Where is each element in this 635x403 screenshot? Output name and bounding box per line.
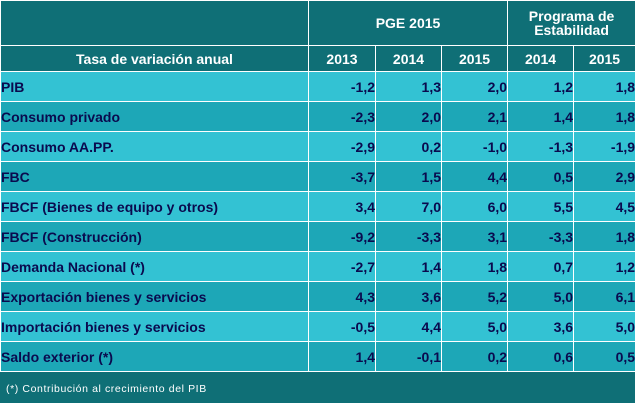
row-value: 5,0 bbox=[573, 311, 635, 342]
header-group-pge: PGE 2015 bbox=[307, 0, 509, 46]
row-value: 1,4 bbox=[507, 101, 575, 132]
table-row: PIB -1,2 1,3 2,0 1,2 1,8 bbox=[0, 71, 635, 102]
row-value: 1,3 bbox=[375, 71, 442, 102]
header-group-programa: Programa de Estabilidad bbox=[507, 0, 635, 46]
row-value: 4,3 bbox=[308, 281, 376, 312]
row-value: 3,1 bbox=[440, 221, 509, 252]
header-group-pge-label: PGE 2015 bbox=[375, 15, 441, 31]
row-value: 4,4 bbox=[440, 161, 509, 192]
row-value: 6,0 bbox=[440, 191, 509, 222]
row-value: 1,8 bbox=[440, 251, 509, 282]
row-value: 7,0 bbox=[375, 191, 442, 222]
row-label: Importación bienes y servicios bbox=[0, 311, 309, 342]
table-header: PGE 2015 Programa de Estabilidad Tasa de… bbox=[0, 0, 635, 72]
row-value: 0,7 bbox=[507, 251, 575, 282]
header-empty-cell bbox=[0, 0, 309, 46]
row-value: -1,0 bbox=[440, 131, 509, 162]
row-label: Consumo AA.PP. bbox=[0, 131, 309, 162]
row-value: 1,4 bbox=[375, 251, 442, 282]
row-value: 0,5 bbox=[573, 341, 635, 372]
row-value: 4,5 bbox=[573, 191, 635, 222]
row-value: 1,8 bbox=[573, 221, 635, 252]
header-year: 2015 bbox=[573, 45, 635, 72]
header-year: 2013 bbox=[308, 45, 376, 72]
row-value: 0,5 bbox=[507, 161, 575, 192]
header-row-title: Tasa de variación anual bbox=[0, 45, 309, 72]
row-value: -2,3 bbox=[308, 101, 376, 132]
table-row: Importación bienes y servicios -0,5 4,4 … bbox=[0, 311, 635, 342]
table-body: PIB -1,2 1,3 2,0 1,2 1,8 Consumo privado… bbox=[0, 71, 635, 372]
row-label: FBC bbox=[0, 161, 309, 192]
header-row-years: Tasa de variación anual 2013 2014 2015 2… bbox=[0, 45, 635, 72]
table-row: FBC -3,7 1,5 4,4 0,5 2,9 bbox=[0, 161, 635, 192]
row-label: Demanda Nacional (*) bbox=[0, 251, 309, 282]
row-value: 2,1 bbox=[440, 101, 509, 132]
footnote: (*) Contribución al crecimiento del PIB bbox=[6, 383, 207, 395]
row-value: 5,0 bbox=[507, 281, 575, 312]
row-value: 5,2 bbox=[440, 281, 509, 312]
row-value: 0,2 bbox=[440, 341, 509, 372]
header-group-programa-line1: Programa de bbox=[528, 8, 615, 24]
row-value: 2,0 bbox=[375, 101, 442, 132]
row-value: 6,1 bbox=[573, 281, 635, 312]
forecast-table: PGE 2015 Programa de Estabilidad Tasa de… bbox=[0, 0, 635, 372]
row-label: Consumo privado bbox=[0, 101, 309, 132]
row-value: -2,7 bbox=[308, 251, 376, 282]
row-value: -1,9 bbox=[573, 131, 635, 162]
header-year: 2015 bbox=[440, 45, 509, 72]
row-label: Saldo exterior (*) bbox=[0, 341, 309, 372]
row-value: 3,4 bbox=[308, 191, 376, 222]
row-value: 1,8 bbox=[573, 71, 635, 102]
row-value: 1,8 bbox=[573, 101, 635, 132]
row-value: -0,1 bbox=[375, 341, 442, 372]
row-value: -1,2 bbox=[308, 71, 376, 102]
table-row: Demanda Nacional (*) -2,7 1,4 1,8 0,7 1,… bbox=[0, 251, 635, 282]
row-value: 5,0 bbox=[440, 311, 509, 342]
table-row: FBCF (Construcción) -9,2 -3,3 3,1 -3,3 1… bbox=[0, 221, 635, 252]
row-value: -9,2 bbox=[308, 221, 376, 252]
row-value: 0,2 bbox=[375, 131, 442, 162]
table-row: Exportación bienes y servicios 4,3 3,6 5… bbox=[0, 281, 635, 312]
row-label: FBCF (Construcción) bbox=[0, 221, 309, 252]
row-value: -0,5 bbox=[308, 311, 376, 342]
row-value: -2,9 bbox=[308, 131, 376, 162]
row-value: 4,4 bbox=[375, 311, 442, 342]
row-value: 2,9 bbox=[573, 161, 635, 192]
row-label: FBCF (Bienes de equipo y otros) bbox=[0, 191, 309, 222]
header-row-groups: PGE 2015 Programa de Estabilidad bbox=[0, 0, 635, 46]
row-value: 1,5 bbox=[375, 161, 442, 192]
row-value: 3,6 bbox=[375, 281, 442, 312]
row-value: -3,7 bbox=[308, 161, 376, 192]
row-value: 2,0 bbox=[440, 71, 509, 102]
row-value: 5,5 bbox=[507, 191, 575, 222]
table-row: Consumo privado -2,3 2,0 2,1 1,4 1,8 bbox=[0, 101, 635, 132]
row-value: 0,6 bbox=[507, 341, 575, 372]
row-value: -1,3 bbox=[507, 131, 575, 162]
table-row: Consumo AA.PP. -2,9 0,2 -1,0 -1,3 -1,9 bbox=[0, 131, 635, 162]
header-year: 2014 bbox=[507, 45, 575, 72]
row-value: -3,3 bbox=[375, 221, 442, 252]
row-value: 1,2 bbox=[573, 251, 635, 282]
table-row: Saldo exterior (*) 1,4 -0,1 0,2 0,6 0,5 bbox=[0, 341, 635, 372]
row-label: Exportación bienes y servicios bbox=[0, 281, 309, 312]
header-group-programa-line2: Estabilidad bbox=[534, 22, 609, 38]
row-label: PIB bbox=[0, 71, 309, 102]
row-value: -3,3 bbox=[507, 221, 575, 252]
header-year: 2014 bbox=[375, 45, 442, 72]
row-value: 1,2 bbox=[507, 71, 575, 102]
row-value: 3,6 bbox=[507, 311, 575, 342]
row-value: 1,4 bbox=[308, 341, 376, 372]
table-row: FBCF (Bienes de equipo y otros) 3,4 7,0 … bbox=[0, 191, 635, 222]
